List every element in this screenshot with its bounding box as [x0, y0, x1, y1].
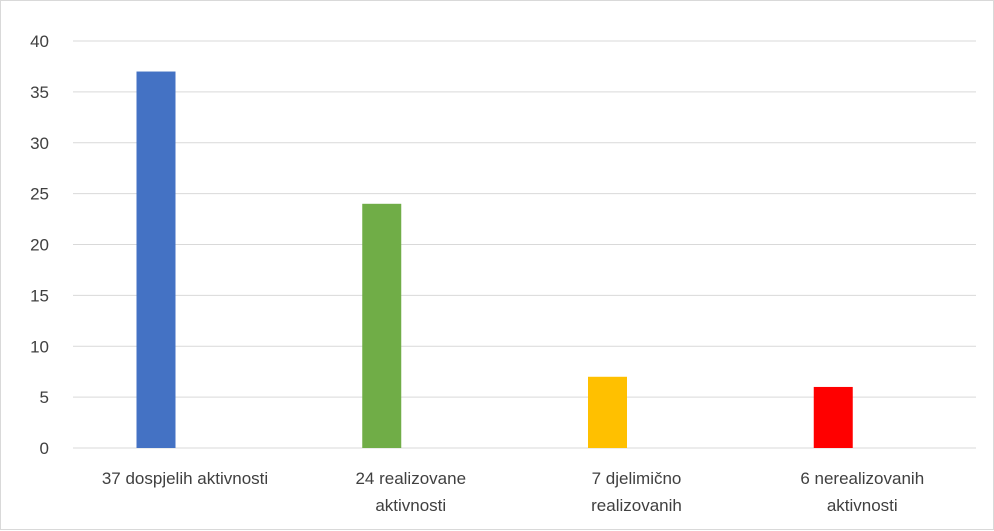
- y-tick-label: 30: [30, 134, 49, 153]
- y-tick-label: 35: [30, 83, 49, 102]
- gridlines: [73, 40, 976, 449]
- bar: [136, 71, 176, 449]
- bar: [813, 386, 853, 448]
- y-tick-label: 0: [40, 439, 49, 458]
- x-category-label: 37 dospjelih aktivnosti: [102, 469, 268, 488]
- x-category-label: 6 nerealizovanih aktivnosti: [800, 469, 924, 515]
- x-category-label-line: 6 nerealizovanih: [800, 469, 924, 488]
- y-tick-label: 40: [30, 32, 49, 51]
- y-tick-label: 5: [40, 388, 49, 407]
- y-tick-label: 20: [30, 236, 49, 255]
- x-category-label-line: realizovanih: [591, 496, 682, 515]
- y-tick-label: 25: [30, 185, 49, 204]
- x-category-label: 7 djelimično realizovanih: [591, 469, 682, 515]
- x-category-label: 24 realizovane aktivnosti: [355, 469, 466, 515]
- bar: [588, 376, 627, 448]
- bar: [362, 203, 402, 448]
- bars: [136, 71, 853, 449]
- x-category-label-line: 24 realizovane: [355, 469, 466, 488]
- x-category-label-line: 7 djelimično: [592, 469, 682, 488]
- y-axis-tick-labels: 0 5 10 15 20 25 30 35 40: [30, 32, 49, 458]
- x-category-label-line: aktivnosti: [827, 496, 898, 515]
- y-tick-label: 15: [30, 286, 49, 305]
- y-tick-label: 10: [30, 337, 49, 356]
- x-axis-category-labels: 37 dospjelih aktivnosti 24 realizovane akt…: [102, 469, 924, 515]
- x-category-label-line: aktivnosti: [375, 496, 446, 515]
- x-category-label-line: 37 dospjelih aktivnosti: [102, 469, 268, 488]
